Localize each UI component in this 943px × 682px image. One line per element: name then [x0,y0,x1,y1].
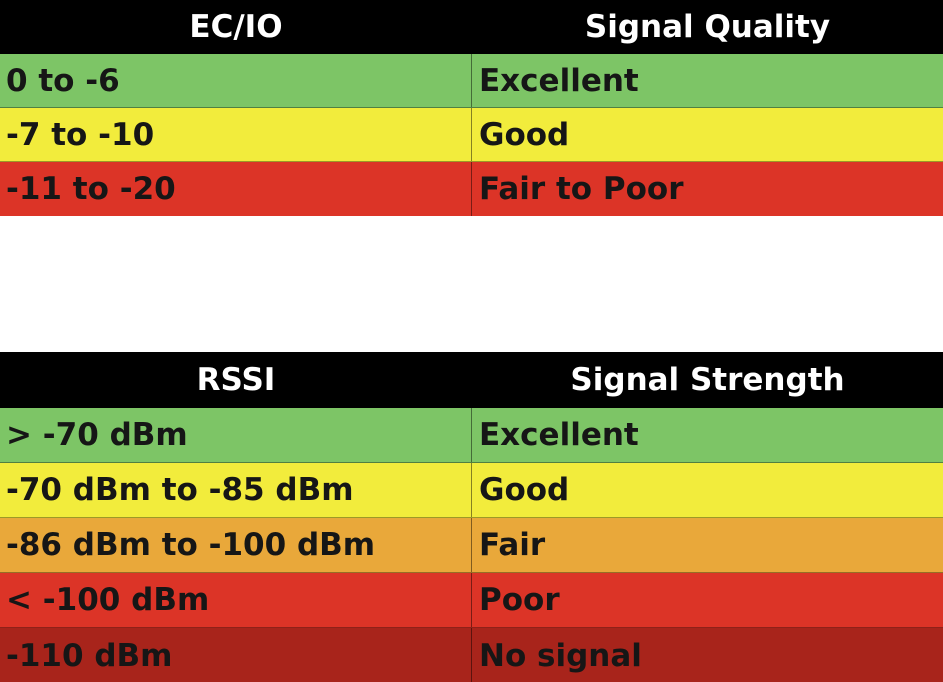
header-ecio: EC/IO [189,9,283,45]
ecio-range-cell: 0 to -6 [0,54,472,107]
strength-label-cell: Excellent [479,417,639,453]
table-row: -86 dBm to -100 dBm Fair [0,518,943,573]
rssi-range-cell: > -70 dBm [0,408,472,462]
table-row: > -70 dBm Excellent [0,408,943,463]
strength-label-cell: Fair [479,527,546,563]
ecio-signal-quality-table: EC/IO Signal Quality 0 to -6 Excellent -… [0,0,943,216]
quality-label-cell: Good [479,116,570,153]
header-signal-strength: Signal Strength [570,362,845,398]
rssi-range-cell: < -100 dBm [0,573,472,627]
strength-label-cell: No signal [479,637,642,674]
strength-label-cell: Good [479,472,570,508]
rssi-range-cell: -110 dBm [0,628,472,682]
quality-label-cell: Fair to Poor [479,171,684,207]
ecio-range-cell: -11 to -20 [0,162,472,216]
quality-label-cell: Excellent [479,62,639,99]
table-row: -110 dBm No signal [0,628,943,682]
rssi-signal-strength-table: RSSI Signal Strength > -70 dBm Excellent… [0,352,943,682]
rssi-range-cell: -70 dBm to -85 dBm [0,463,472,517]
ecio-range-cell: -7 to -10 [0,108,472,161]
table-row: -7 to -10 Good [0,108,943,162]
strength-label-cell: Poor [479,582,560,618]
table-header-row: EC/IO Signal Quality [0,0,943,54]
table-header-row: RSSI Signal Strength [0,352,943,408]
header-rssi: RSSI [196,362,276,398]
table-row: -11 to -20 Fair to Poor [0,162,943,216]
table-row: -70 dBm to -85 dBm Good [0,463,943,518]
table-row: 0 to -6 Excellent [0,54,943,108]
header-signal-quality: Signal Quality [584,9,831,45]
table-row: < -100 dBm Poor [0,573,943,628]
rssi-range-cell: -86 dBm to -100 dBm [0,518,472,572]
